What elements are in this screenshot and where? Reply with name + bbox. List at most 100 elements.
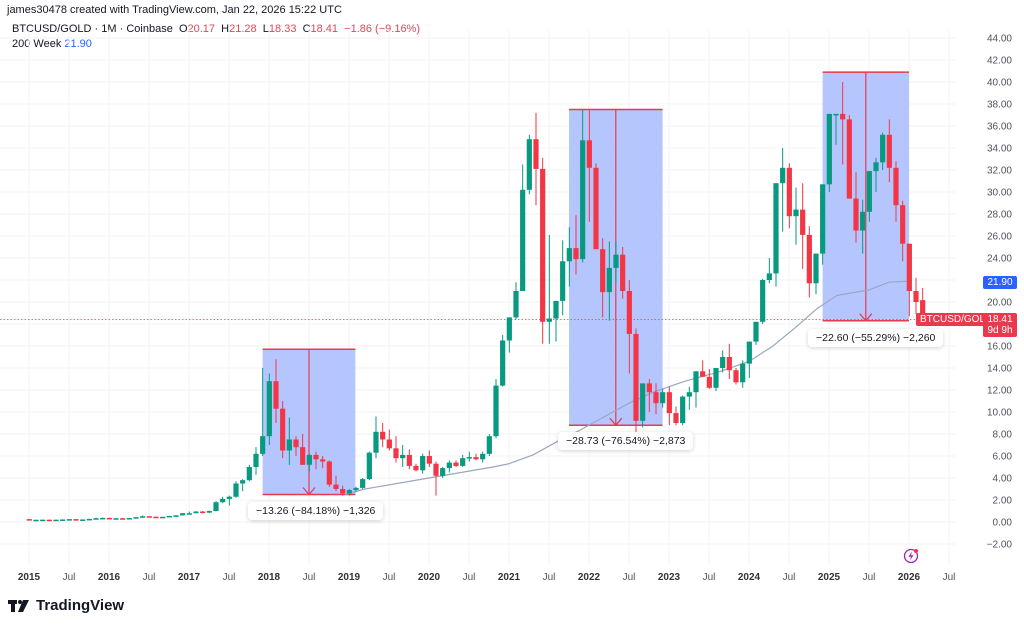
candle: [513, 282, 519, 320]
ma-legend[interactable]: 200 Week 21.90: [12, 37, 420, 52]
candle: [760, 278, 766, 324]
price-axis-label: 14.00: [987, 364, 1012, 375]
candle: [246, 464, 252, 482]
candle: [506, 317, 512, 353]
candle: [826, 113, 832, 192]
time-axis-label: 2016: [98, 572, 121, 583]
candle: [100, 517, 106, 520]
price-axis[interactable]: 44.00 42.00 40.00 38.00 36.00 34.00 32.00 30.00…: [987, 34, 1013, 551]
time-axis-label: 2022: [578, 572, 601, 583]
time-axis-label: 2020: [418, 572, 441, 583]
price-axis-label: 30.00: [987, 188, 1012, 199]
price-axis-label: 4.00: [993, 474, 1013, 485]
time-axis-label: 2023: [658, 572, 681, 583]
time-axis-label: Jul: [143, 572, 156, 583]
candle: [180, 512, 186, 516]
candle: [886, 119, 892, 183]
ma-label: 200 Week: [12, 38, 62, 50]
candle: [893, 161, 899, 222]
price-range-measures[interactable]: [262, 71, 909, 496]
candle: [273, 359, 279, 423]
time-axis-label: 2018: [258, 572, 281, 583]
candle: [613, 241, 619, 283]
price-axis-label: 40.00: [987, 78, 1012, 89]
candle: [560, 240, 566, 316]
candle: [593, 163, 599, 250]
candle: [720, 350, 726, 373]
time-axis[interactable]: 2015 Jul 2016 Jul 2017 Jul 2018 Jul 2019 Jul 2020 J…: [18, 572, 956, 583]
candle: [540, 157, 546, 344]
price-axis-label: 16.00: [987, 342, 1012, 353]
candle: [120, 518, 126, 520]
candle: [440, 467, 446, 478]
candle: [226, 495, 232, 506]
candle: [473, 453, 479, 461]
price-axis-label: 42.00: [987, 56, 1012, 67]
candle: [533, 112, 539, 206]
tradingview-logo[interactable]: TradingView: [8, 597, 124, 614]
candle: [346, 489, 352, 496]
candle: [553, 300, 559, 342]
price-axis-label: 2.00: [993, 496, 1013, 507]
arrow-down-icon: [859, 313, 873, 322]
candle: [33, 519, 39, 522]
candle: [220, 496, 226, 504]
ma-200-week-line[interactable]: [344, 280, 910, 496]
time-axis-label: 2019: [338, 572, 361, 583]
lightning-alert-icon[interactable]: [903, 548, 919, 564]
candle: [240, 479, 246, 492]
time-axis-label: 2026: [898, 572, 921, 583]
price-axis-label: 12.00: [987, 386, 1012, 397]
price-axis-label: 0.00: [993, 518, 1013, 529]
measure-label-2018: −13.26 (−84.18%) −1,326: [248, 502, 384, 520]
candlesticks[interactable]: [26, 82, 926, 522]
candle: [493, 379, 499, 439]
price-axis-label: 8.00: [993, 430, 1013, 441]
candle: [846, 115, 852, 199]
candle: [566, 227, 572, 287]
candle: [426, 450, 432, 467]
tradingview-logo-text: TradingView: [36, 597, 125, 614]
candle: [26, 518, 32, 521]
candle: [193, 511, 199, 514]
candle: [753, 321, 759, 345]
change-value: −1.86 (−9.16%): [344, 23, 421, 35]
candle: [393, 436, 399, 463]
candle: [360, 478, 366, 489]
last-price-tag: 18.41 9d 9h: [983, 313, 1017, 337]
price-axis-label: 32.00: [987, 166, 1012, 177]
candle: [313, 451, 319, 470]
time-axis-label: 2025: [818, 572, 841, 583]
price-axis-label: 24.00: [987, 254, 1012, 265]
candle: [260, 368, 266, 456]
time-axis-label: Jul: [223, 572, 236, 583]
bar-countdown: 9d 9h: [987, 325, 1013, 336]
candle: [646, 379, 652, 412]
candle: [280, 401, 286, 459]
candle: [166, 515, 172, 518]
candle: [586, 110, 592, 222]
open-value: 20.17: [187, 23, 216, 35]
candle: [633, 328, 639, 441]
low-value: 18.33: [268, 23, 297, 35]
candle: [606, 241, 612, 321]
candle: [526, 134, 532, 195]
candle: [773, 183, 779, 287]
candle: [786, 163, 792, 229]
tradingview-logo-icon: [8, 599, 29, 612]
chart-header: james30478 created with TradingView.com,…: [7, 3, 420, 52]
candle: [53, 519, 59, 522]
candle: [626, 280, 632, 374]
candle: [740, 360, 746, 388]
interval: 1M: [101, 23, 117, 35]
candle: [880, 132, 886, 170]
symbol-legend[interactable]: BTCUSD/GOLD · 1M · Coinbase O20.17 H21.2…: [12, 23, 421, 35]
time-axis-label: 2021: [498, 572, 521, 583]
candle: [906, 243, 912, 317]
candle: [840, 82, 846, 165]
candle: [500, 335, 506, 387]
time-axis-label: Jul: [783, 572, 796, 583]
candle: [206, 510, 212, 514]
symbol-price-tag: BTCUSD/GOLD: [916, 313, 997, 326]
